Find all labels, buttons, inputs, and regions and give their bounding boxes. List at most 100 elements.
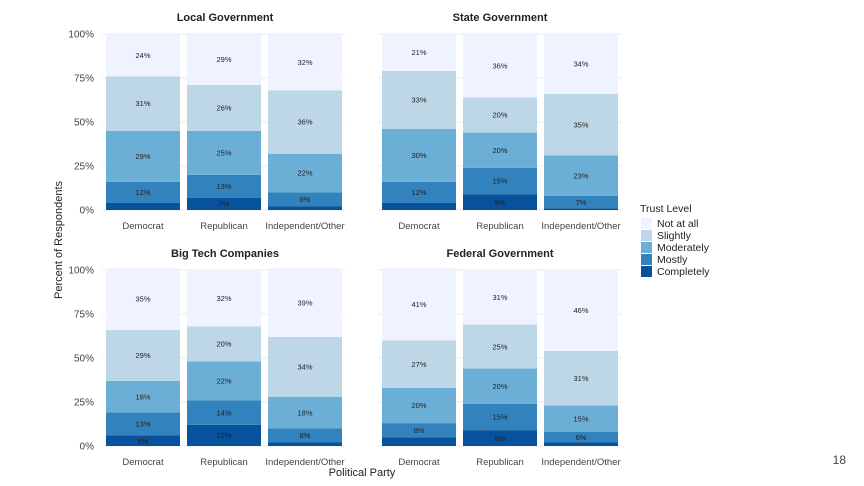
- panel-title: Local Government: [177, 12, 274, 24]
- segment-data-label: 6%: [576, 433, 587, 442]
- y-tick-label: 0%: [80, 442, 95, 453]
- segment-data-label: 15%: [573, 414, 588, 423]
- segment-data-label: 27%: [411, 360, 426, 369]
- legend-label: Mostly: [657, 254, 688, 266]
- bar-segment-completely: [463, 194, 537, 210]
- segment-data-label: 32%: [297, 58, 312, 67]
- segment-data-label: 9%: [495, 198, 506, 207]
- bar-independent-other: 6% 15% 31% 46%: [544, 270, 618, 446]
- segment-data-label: 24%: [135, 51, 150, 60]
- bar-segment-slightly: [187, 326, 261, 362]
- segment-data-label: 20%: [411, 401, 426, 410]
- bar-segment-completely: [187, 197, 261, 210]
- x-tick-label: Republican: [200, 457, 248, 468]
- segment-data-label: 33%: [411, 96, 426, 105]
- segment-data-label: 32%: [216, 294, 231, 303]
- legend-label: Completely: [657, 266, 710, 278]
- bar-segment-completely: [544, 208, 618, 210]
- x-tick-label: Republican: [200, 221, 248, 232]
- segment-data-label: 8%: [300, 195, 311, 204]
- segment-data-label: 18%: [297, 408, 312, 417]
- bar-democrat: 8% 20% 27% 41%: [382, 268, 456, 446]
- bar-segment-completely: [106, 202, 180, 210]
- segment-data-label: 21%: [411, 48, 426, 57]
- bar-segment-completely: [106, 435, 180, 446]
- x-tick-label: Republican: [476, 221, 524, 232]
- segment-data-label: 31%: [135, 99, 150, 108]
- bar-segment-moderately: [463, 132, 537, 168]
- segment-data-label: 22%: [216, 377, 231, 386]
- x-tick-label: Democrat: [398, 457, 440, 468]
- bar-segment-moderately: [187, 361, 261, 401]
- bar-segment-completely: [187, 424, 261, 446]
- bar-segment-slightly: [463, 324, 537, 369]
- panel-big-tech-companies: 0% 25% 50% 75% 100% Big Tech Companies 6% 13% 18…: [68, 248, 346, 468]
- bar-segment-moderately: [544, 155, 618, 196]
- x-tick-label: Democrat: [122, 457, 164, 468]
- bar-segment-not-at-all: [268, 268, 342, 337]
- bar-republican: 12% 14% 22% 20% 32%: [187, 270, 261, 446]
- y-tick-label: 50%: [74, 354, 94, 365]
- segment-data-label: 23%: [573, 171, 588, 180]
- bar-segment-slightly: [268, 336, 342, 397]
- panel-title: Big Tech Companies: [171, 248, 279, 260]
- segment-data-label: 18%: [135, 392, 150, 401]
- segment-data-label: 36%: [297, 118, 312, 127]
- bar-republican: 9% 15% 20% 25% 31%: [463, 270, 537, 446]
- bar-segment-completely: [382, 437, 456, 446]
- segment-data-label: 26%: [216, 104, 231, 113]
- segment-data-label: 31%: [573, 374, 588, 383]
- segment-data-label: 15%: [492, 177, 507, 186]
- bar-segment-moderately: [268, 153, 342, 193]
- bar-segment-moderately: [187, 130, 261, 175]
- bar-segment-not-at-all: [463, 34, 537, 98]
- bar-segment-not-at-all: [382, 268, 456, 341]
- bar-independent-other: 7% 23% 35% 34%: [544, 34, 618, 210]
- bar-republican: 7% 13% 25% 26% 29%: [187, 34, 261, 210]
- bar-segment-not-at-all: [187, 270, 261, 327]
- y-tick-label: 0%: [80, 206, 95, 217]
- y-tick-label: 25%: [74, 398, 94, 409]
- bar-segment-moderately: [463, 368, 537, 404]
- segment-data-label: 29%: [216, 55, 231, 64]
- segment-data-label: 13%: [216, 182, 231, 191]
- x-axis-title: Political Party: [329, 467, 396, 479]
- bar-segment-mostly: [106, 181, 180, 203]
- x-tick-label: Independent/Other: [541, 221, 620, 232]
- bar-segment-moderately: [382, 129, 456, 182]
- x-tick-label: Republican: [476, 457, 524, 468]
- segment-data-label: 36%: [492, 61, 507, 70]
- bar-segment-completely: [268, 206, 342, 210]
- y-tick-label: 100%: [68, 30, 94, 41]
- panel-state-government: State Government 12% 30% 33% 21% Democrat 9% 15…: [378, 12, 622, 232]
- legend-label: Slightly: [657, 230, 692, 242]
- bar-segment-slightly: [382, 340, 456, 388]
- segment-data-label: 20%: [492, 146, 507, 155]
- segment-data-label: 29%: [135, 152, 150, 161]
- segment-data-label: 34%: [573, 60, 588, 69]
- y-axis-title: Percent of Respondents: [53, 180, 65, 299]
- panel-local-government: 0% 25% 50% 75% 100% Local Government 12% 29% 31%…: [68, 12, 346, 232]
- legend: Trust Level Not at allSlightlyModerately…: [640, 203, 710, 278]
- panel-federal-government: Federal Government 8% 20% 27% 41% Democrat 9% 1…: [378, 248, 622, 468]
- segment-data-label: 15%: [492, 413, 507, 422]
- bar-segment-not-at-all: [106, 34, 180, 77]
- segment-data-label: 35%: [573, 120, 588, 129]
- bar-segment-moderately: [268, 396, 342, 429]
- segment-data-label: 35%: [135, 295, 150, 304]
- bar-segment-moderately: [544, 405, 618, 432]
- bar-segment-mostly: [544, 431, 618, 443]
- bar-segment-not-at-all: [268, 34, 342, 91]
- x-tick-label: Democrat: [122, 221, 164, 232]
- bar-independent-other: 8% 18% 34% 39%: [268, 268, 342, 446]
- panel-title: Federal Government: [447, 248, 554, 260]
- segment-data-label: 31%: [492, 293, 507, 302]
- legend-label: Not at all: [657, 218, 698, 230]
- bar-segment-mostly: [187, 400, 261, 425]
- bar-segment-mostly: [268, 428, 342, 443]
- bar-independent-other: 8% 22% 36% 32%: [268, 34, 342, 210]
- bar-segment-slightly: [106, 76, 180, 131]
- bar-segment-completely: [382, 202, 456, 210]
- segment-data-label: 34%: [297, 363, 312, 372]
